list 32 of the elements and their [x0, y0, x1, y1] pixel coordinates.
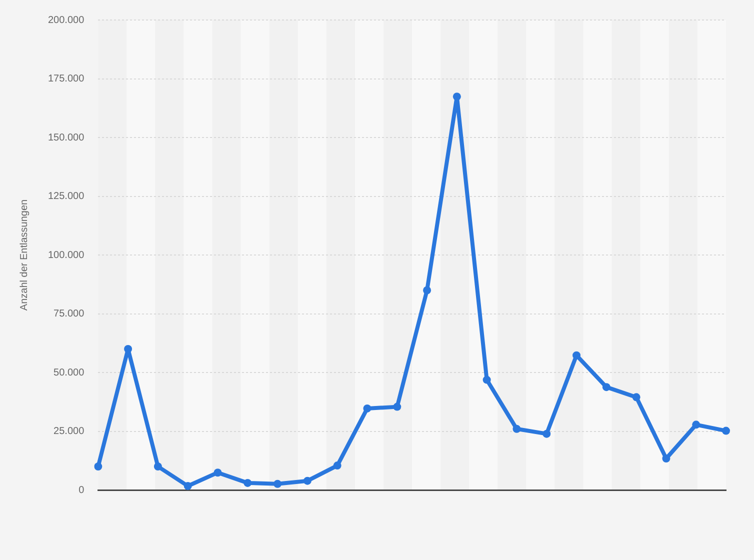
point	[482, 376, 491, 384]
y-tick-label: 50.000	[54, 367, 85, 378]
point	[512, 424, 521, 433]
point	[154, 462, 162, 470]
point	[572, 351, 581, 360]
y-tick-label: 25.000	[54, 426, 85, 437]
point	[722, 426, 730, 435]
y-tick-label: 100.000	[48, 250, 85, 261]
point	[602, 383, 610, 392]
point	[124, 345, 132, 353]
point	[184, 482, 192, 490]
y-tick-label: 125.000	[48, 191, 85, 202]
point	[94, 462, 102, 470]
point	[244, 478, 252, 487]
point	[274, 480, 282, 488]
y-tick-label: 175.000	[48, 74, 85, 84]
point	[393, 402, 402, 411]
y-tick-label: 0	[78, 484, 85, 496]
point	[542, 430, 551, 438]
point	[452, 92, 461, 101]
y-tick-label: 150.000	[48, 132, 85, 144]
point	[662, 454, 670, 463]
point	[363, 404, 372, 412]
y-tick-label: 75.000	[54, 308, 85, 320]
y-axis-title: Anzahl der Entlassungen	[18, 199, 30, 311]
y-tick-label: 200.000	[48, 14, 85, 26]
point	[333, 462, 342, 470]
point	[214, 468, 222, 477]
point	[303, 476, 312, 485]
point	[423, 286, 432, 294]
point	[632, 393, 640, 402]
point	[692, 420, 700, 429]
